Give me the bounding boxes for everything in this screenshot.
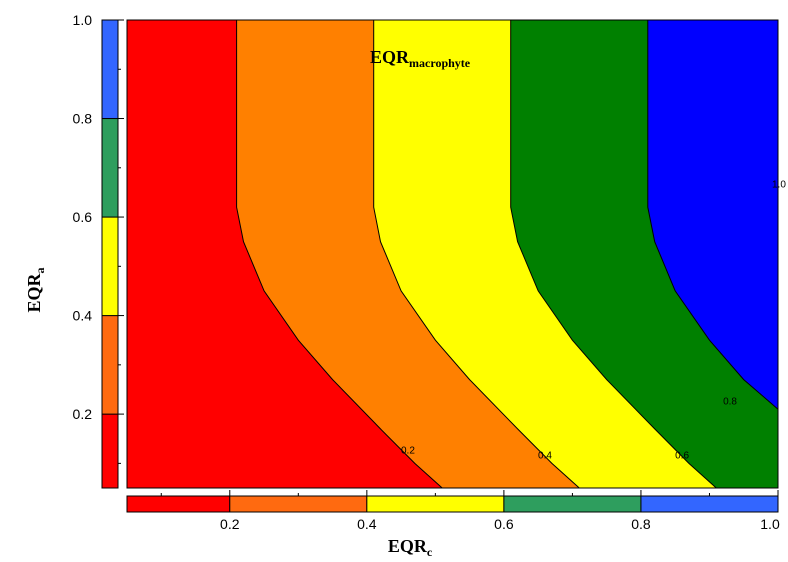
x-tick-label-4: 1.0 — [760, 516, 780, 532]
x-axis-title: EQRc — [388, 536, 433, 559]
plot-frame — [126, 19, 779, 489]
plot-title-main: EQR — [370, 47, 410, 67]
x-colorbar-segment-0 — [126, 495, 231, 513]
x-tick-label-3: 0.8 — [631, 516, 651, 532]
y-colorbar-segment-4 — [101, 19, 119, 120]
contour-label-edge: 1.0 — [772, 179, 786, 190]
y-colorbar — [101, 19, 119, 489]
y-colorbar-segment-2 — [101, 216, 119, 317]
plot-title-sub: macrophyte — [409, 56, 471, 70]
y-tick-label-3: 0.8 — [73, 111, 93, 127]
contour-line-0.4 — [373, 20, 580, 489]
contour-label-0.8: 0.8 — [723, 396, 737, 407]
contour-labels: 0.2 0.4 0.6 0.8 1.0 — [401, 179, 786, 461]
y-axis-ticks: 0.2 0.4 0.6 0.8 1.0 — [73, 12, 124, 464]
contour-line-0.8 — [647, 20, 779, 410]
contour-lines — [236, 20, 779, 489]
contour-line-0.2 — [236, 20, 443, 489]
plot-title: EQRmacrophyte — [370, 47, 471, 70]
x-colorbar-segment-2 — [366, 495, 505, 513]
contour-label-0.6: 0.6 — [675, 450, 689, 461]
y-axis-title: EQRa — [24, 267, 47, 312]
x-colorbar — [126, 495, 779, 513]
contour-label-0.2: 0.2 — [401, 446, 415, 457]
x-tick-label-2: 0.6 — [494, 516, 514, 532]
y-tick-label-2: 0.6 — [73, 209, 93, 225]
x-colorbar-segment-3 — [503, 495, 642, 513]
x-axis-ticks: 0.2 0.4 0.6 0.8 1.0 — [160, 490, 780, 532]
x-colorbar-segment-4 — [640, 495, 779, 513]
y-colorbar-segment-3 — [101, 118, 119, 218]
x-tick-label-0: 0.2 — [220, 516, 240, 532]
x-tick-label-1: 0.4 — [357, 516, 377, 532]
contour-line-0.6 — [510, 20, 717, 489]
y-colorbar-segment-1 — [101, 315, 119, 415]
y-tick-label-0: 0.2 — [73, 406, 93, 422]
y-tick-label-4: 1.0 — [73, 12, 93, 28]
y-tick-label-1: 0.4 — [73, 308, 93, 324]
contour-regions — [127, 20, 779, 488]
region-band-4 — [647, 20, 778, 488]
x-colorbar-segment-1 — [229, 495, 368, 513]
contour-label-0.4: 0.4 — [538, 450, 552, 461]
y-colorbar-segment-0 — [101, 413, 119, 489]
